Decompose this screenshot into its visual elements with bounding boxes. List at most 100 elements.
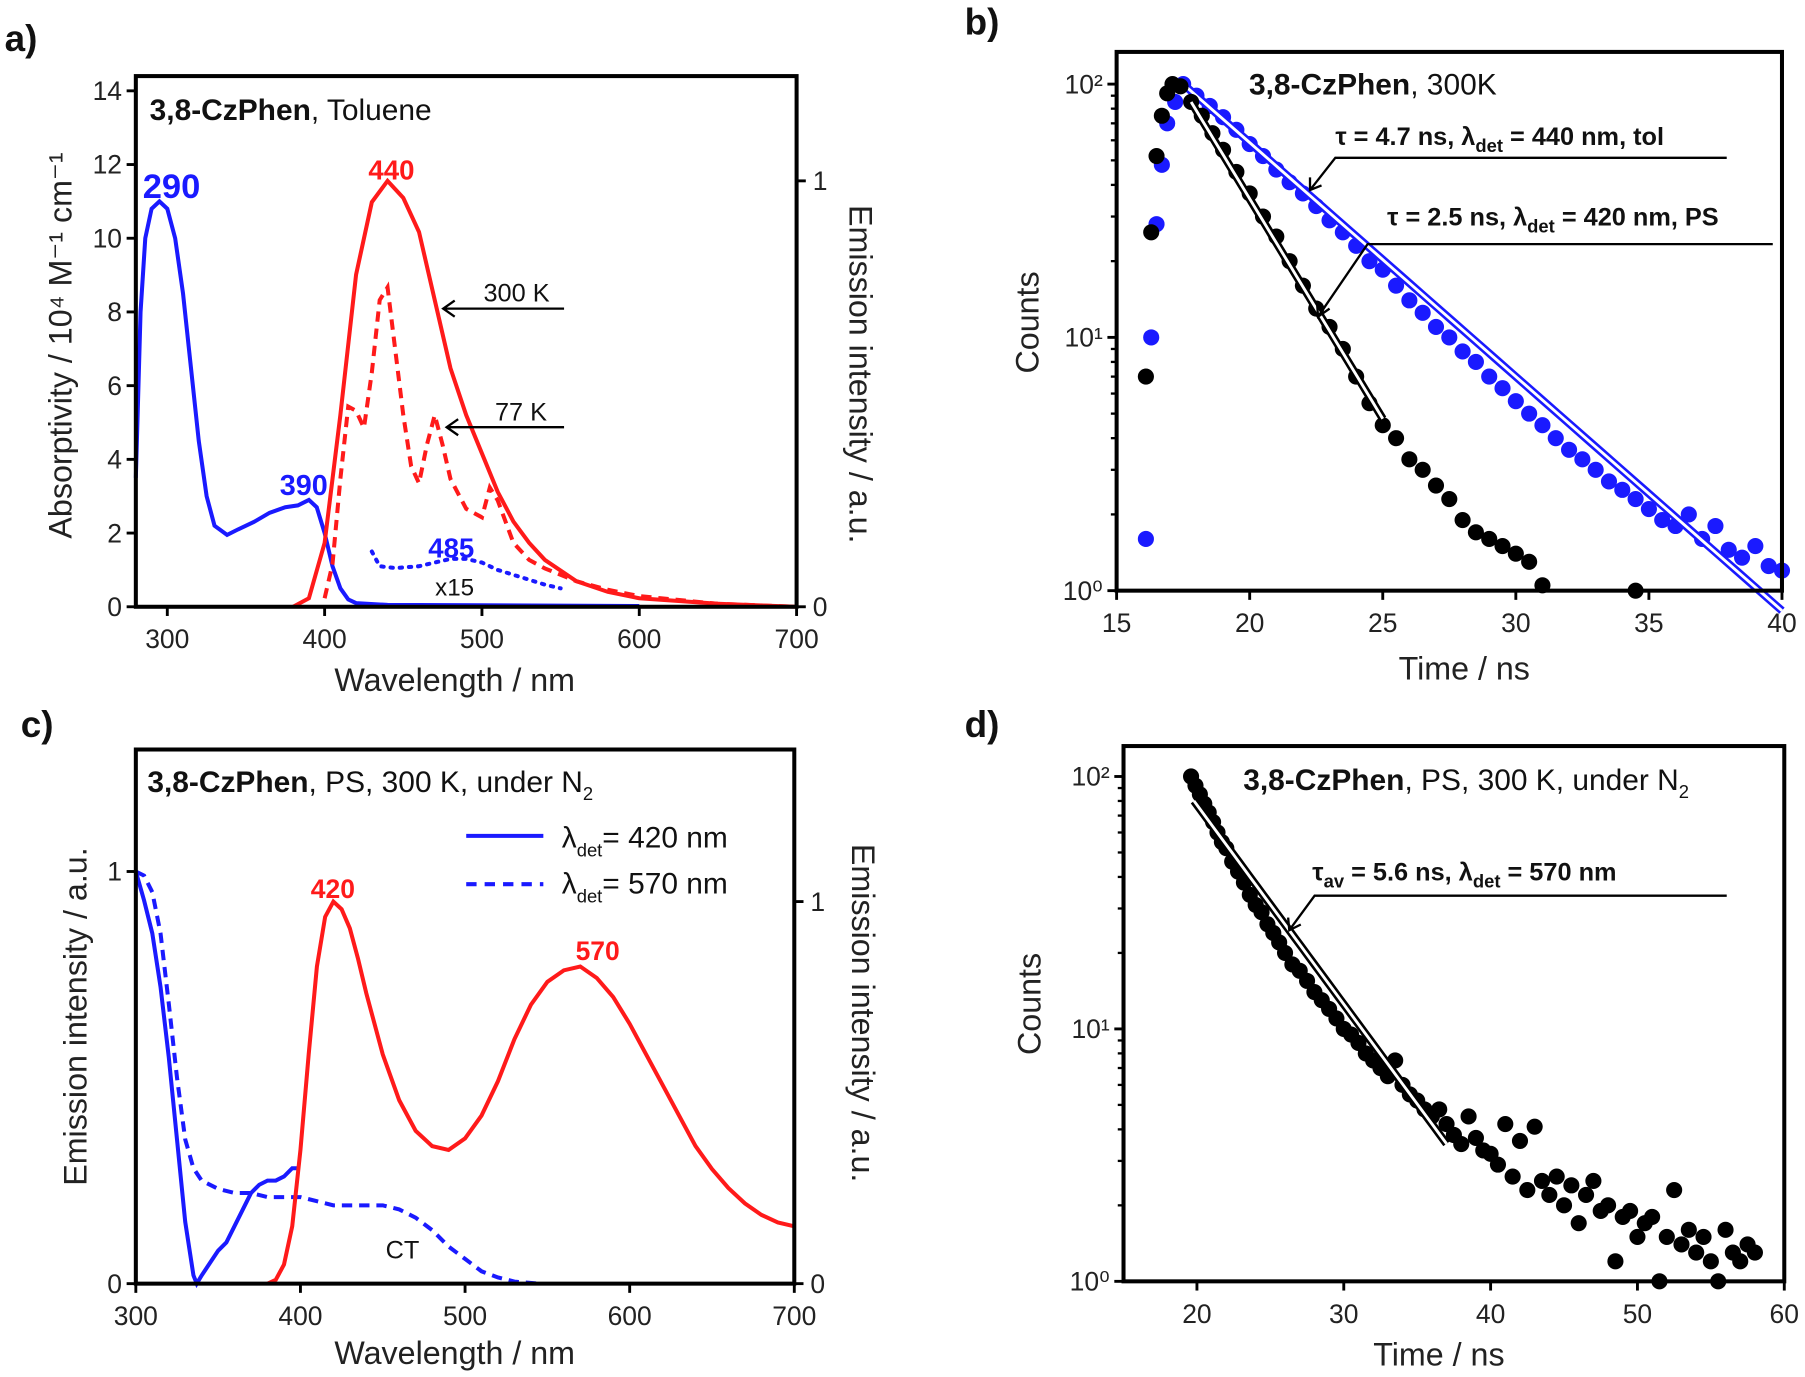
data-point [1563, 1177, 1580, 1194]
y-tick-label: 4 [107, 445, 122, 475]
plot-frame [1121, 744, 1787, 1284]
data-point [1561, 441, 1578, 458]
fit-line [1189, 101, 1384, 420]
plot-frame [1114, 49, 1784, 593]
x-tick-label: 700 [775, 624, 819, 654]
panel-label-c: c) [21, 704, 54, 745]
data-point [1541, 1186, 1558, 1203]
series-red-solid-line [292, 177, 797, 609]
arrow-annotation-ps [1315, 243, 1773, 319]
data-point [1374, 417, 1391, 434]
data-point [1276, 944, 1294, 961]
x-tick-label: 600 [608, 1301, 652, 1331]
x-axis-label-a: Wavelength / nm [334, 662, 575, 698]
data-point [1453, 1135, 1470, 1153]
x-axis-label-d: Time / ns [1373, 1336, 1504, 1372]
data-point [1555, 1197, 1573, 1214]
data-point [1441, 329, 1458, 346]
data-point [1521, 405, 1538, 422]
data-point [1526, 1118, 1543, 1135]
data-point [1153, 107, 1170, 124]
panel-b-title: 3,8-CzPhen, 300K [1249, 69, 1497, 102]
data-point [1688, 1244, 1705, 1261]
x-tick-label: 300 [114, 1301, 158, 1331]
data-point [1467, 353, 1484, 370]
legend-entry-420: λdet= 420 nm [562, 821, 728, 860]
data-point [1570, 1215, 1587, 1232]
data-point [1253, 904, 1270, 921]
data-point [1732, 1253, 1749, 1270]
panel-label-d: d) [965, 704, 1000, 745]
data-point [1172, 78, 1189, 95]
data-point [1427, 318, 1445, 335]
y2-tick-label: 0 [813, 592, 828, 622]
data-point [1654, 511, 1671, 529]
y-tick-label: 10² [1065, 69, 1103, 99]
panel-label-b: b) [965, 2, 1000, 43]
data-point [1361, 253, 1378, 270]
x-tick-label: 400 [278, 1301, 322, 1331]
x-tick-label: 600 [617, 624, 661, 654]
fit-annotation-d: τav = 5.6 ns, λdet = 570 nm [1312, 859, 1616, 892]
data-point [1460, 1108, 1477, 1125]
panel-d-title: 3,8-CzPhen, PS, 300 K, under N2 [1243, 764, 1689, 802]
data-point [1534, 417, 1551, 434]
data-point [1388, 430, 1405, 447]
series-red-dashed-line [322, 281, 797, 609]
x-tick-label: 500 [443, 1301, 487, 1331]
data-point [1494, 537, 1511, 555]
y-tick-label: 0 [107, 1269, 122, 1299]
y-tick-label: 12 [93, 150, 122, 180]
y-tick-label: 10² [1071, 762, 1109, 792]
series-black-points [1137, 76, 1644, 599]
data-point [1622, 1202, 1639, 1220]
arrow-annotation-d [1286, 894, 1727, 933]
x-tick-label: 300 [145, 624, 189, 654]
fit-annotation-ps: τ = 2.5 ns, λdet = 420 nm, PS [1387, 204, 1719, 237]
data-point [1600, 1197, 1617, 1214]
data-point [1733, 549, 1751, 566]
data-point [1747, 537, 1764, 555]
data-point [1644, 1208, 1661, 1225]
data-point [1587, 461, 1604, 478]
y-tick-label: 0 [107, 592, 122, 622]
data-point [1489, 1156, 1507, 1173]
x-tick-label: 20 [1182, 1299, 1211, 1329]
plot-frame [133, 74, 799, 609]
data-point [1680, 1221, 1697, 1238]
fit-line [1182, 83, 1783, 612]
data-point [1467, 524, 1484, 541]
x-tick-label: 25 [1368, 608, 1397, 638]
data-point [1673, 1236, 1690, 1253]
data-point [1481, 368, 1498, 385]
data-point [1720, 541, 1737, 558]
data-point [1519, 1181, 1536, 1199]
panel-a-title: 3,8-CzPhen, Toluene [150, 94, 432, 127]
data-point [1467, 1129, 1484, 1146]
data-point [1702, 1253, 1719, 1270]
x-tick-label: 15 [1102, 608, 1131, 638]
scale-factor-label: x15 [435, 574, 474, 601]
series-red-solid-line [266, 898, 795, 1286]
label-77K: 77 K [495, 398, 547, 426]
data-point [1717, 1221, 1734, 1238]
data-point [1627, 490, 1644, 508]
y2-tick-label: 0 [810, 1269, 825, 1299]
data-point [1431, 1101, 1448, 1118]
y-axis-label-c: Emission intensity / a.u. [57, 847, 93, 1185]
data-point [1607, 1253, 1624, 1270]
data-point [1548, 1168, 1565, 1185]
series-black-points [1183, 768, 1763, 1290]
y-tick-label: 10¹ [1071, 1014, 1109, 1044]
panel-d: d) 20 30 40 50 60 10⁰ 10¹ 10² 3,8-CzPhen, PS, 3… [965, 704, 1799, 1373]
data-point [1401, 451, 1418, 468]
x-tick-label: 40 [1476, 1299, 1505, 1329]
x-axis-label-c: Wavelength / nm [334, 1335, 575, 1371]
panel-label-a: a) [5, 18, 38, 59]
data-point [1137, 530, 1154, 548]
series-blue-solid-line [133, 198, 640, 609]
data-point [1441, 490, 1458, 508]
data-point [1666, 1181, 1683, 1199]
legend-entry-570: λdet= 570 nm [562, 867, 728, 906]
